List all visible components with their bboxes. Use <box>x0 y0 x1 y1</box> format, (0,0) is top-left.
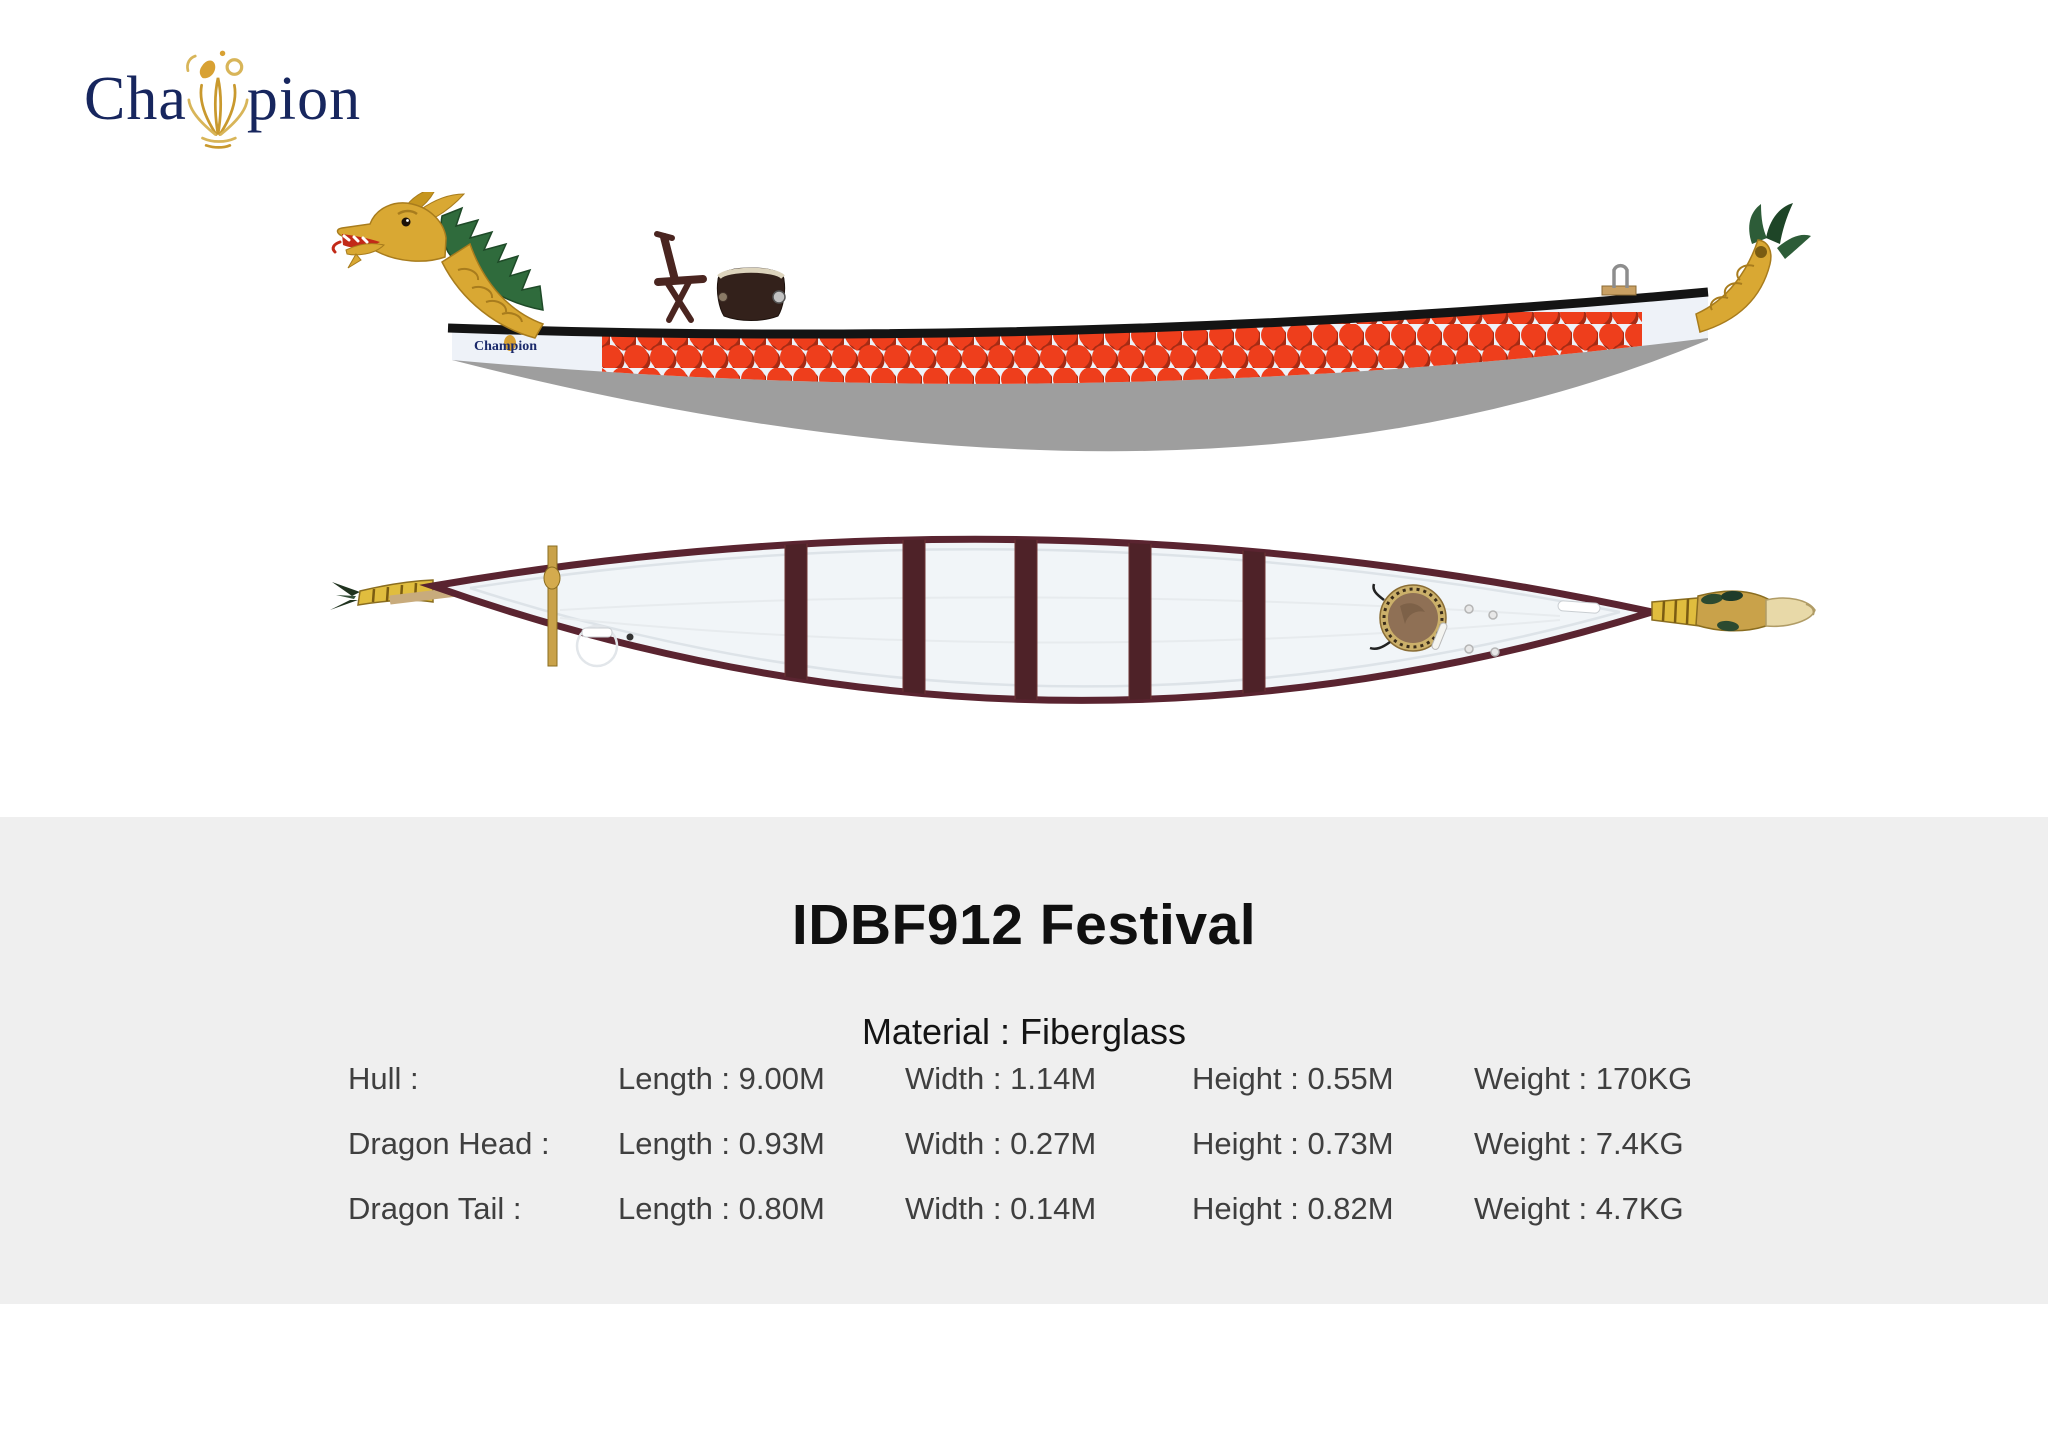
thwart-benches <box>784 539 1266 701</box>
logo-text-left: Cha <box>84 65 187 133</box>
spec-label: Hull : <box>348 1061 419 1096</box>
thwart <box>1128 539 1152 701</box>
spec-weight: Weight : 7.4KG <box>1474 1126 1684 1161</box>
product-title: IDBF912 Festival <box>791 893 1257 957</box>
bow-fittings <box>575 624 634 668</box>
spec-height: Height : 0.73M <box>1192 1126 1394 1161</box>
spec-length: Length : 0.80M <box>618 1191 825 1226</box>
hull-top <box>419 535 1666 704</box>
gunwale-stripe <box>447 287 1709 339</box>
hull-bottom-shadow <box>452 334 1708 452</box>
dragon-boat-side-view-image: Champion <box>331 192 1811 452</box>
oarlock-pin <box>1601 263 1637 296</box>
spec-weight: Weight : 170KG <box>1474 1061 1693 1096</box>
floor-bolts <box>1464 604 1500 657</box>
drum-top-icon <box>1369 583 1448 652</box>
hull-brand-logo: Champion <box>474 335 537 354</box>
product-material: Material : Fiberglass <box>861 1011 1187 1052</box>
thwart <box>1014 539 1038 701</box>
thwart <box>902 539 926 701</box>
spec-panel <box>0 817 2048 1304</box>
crown-splash-icon <box>186 50 249 149</box>
dragon-boat-top-view-image <box>330 535 1816 704</box>
drummer-seat-icon <box>654 231 707 323</box>
svg-text:Champion: Champion <box>474 339 537 354</box>
spec-width: Width : 0.27M <box>905 1126 1097 1161</box>
spec-height: Height : 0.82M <box>1192 1191 1394 1226</box>
spec-width: Width : 0.14M <box>905 1191 1097 1226</box>
spec-weight: Weight : 4.7KG <box>1474 1191 1684 1226</box>
spec-label: Dragon Tail : <box>348 1191 522 1226</box>
thwart <box>784 539 808 701</box>
spec-label: Dragon Head : <box>348 1126 550 1161</box>
dragon-tail-icon <box>1695 203 1811 333</box>
spec-length: Length : 0.93M <box>618 1126 825 1161</box>
spec-row-dragon-tail: Dragon Tail : Length : 0.80M Width : 0.1… <box>348 1190 1714 1228</box>
spec-table: Hull : Length : 9.00M Width : 1.14M Heig… <box>348 1060 1714 1255</box>
champion-logo: Cha pion <box>84 46 362 149</box>
dragon-head-top-icon <box>1651 590 1816 632</box>
spec-length: Length : 9.00M <box>618 1061 825 1096</box>
thwart <box>1242 539 1266 701</box>
drum-icon <box>716 267 786 321</box>
logo-text-right: pion <box>246 65 362 133</box>
spec-row-dragon-head: Dragon Head : Length : 0.93M Width : 0.2… <box>348 1125 1714 1163</box>
spec-row-hull: Hull : Length : 9.00M Width : 1.14M Heig… <box>348 1060 1714 1098</box>
oar-mount-post <box>543 545 561 667</box>
stern-slot <box>1557 600 1601 614</box>
dragon-head-icon <box>331 192 545 339</box>
spec-height: Height : 0.55M <box>1192 1061 1394 1096</box>
spec-width: Width : 1.14M <box>905 1061 1097 1096</box>
